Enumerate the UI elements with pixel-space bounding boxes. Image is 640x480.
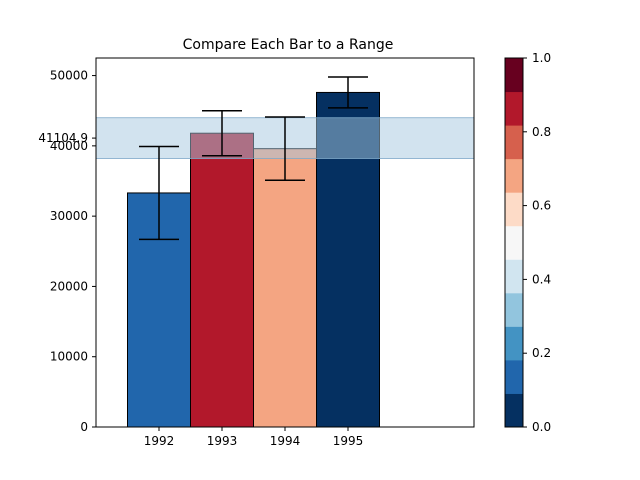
colorbar-tick-label: 0.2 xyxy=(532,346,551,360)
colorbar-tick-label: 1.0 xyxy=(532,51,551,65)
colorbar-segment xyxy=(505,91,523,126)
colorbar-segment xyxy=(505,58,523,93)
x-tick-label: 1992 xyxy=(144,434,175,448)
y-tick-label: 10000 xyxy=(50,350,88,364)
colorbar: 0.0 0.2 0.4 0.6 0.8 1.0 xyxy=(504,51,551,434)
error-bar-1994 xyxy=(265,116,305,182)
x-tick-label: 1993 xyxy=(207,434,238,448)
colorbar-segment xyxy=(505,393,523,428)
chart-title: Compare Each Bar to a Range xyxy=(183,37,394,53)
x-tick-label: 1994 xyxy=(270,434,301,448)
colorbar-segment xyxy=(505,125,523,160)
x-tick-label: 1995 xyxy=(333,434,364,448)
error-bar-1993 xyxy=(202,109,242,157)
colorbar-segment xyxy=(505,192,523,227)
colorbar-segment xyxy=(505,359,523,394)
error-bar-1995 xyxy=(328,76,368,109)
colorbar-segment xyxy=(505,292,523,327)
y-tick-label: 20000 xyxy=(50,279,88,293)
colorbar-tick-label: 0.0 xyxy=(532,420,551,434)
error-bar-1992 xyxy=(139,145,179,241)
colorbar-segment xyxy=(505,225,523,260)
colorbar-tick-label: 0.8 xyxy=(532,125,551,139)
plot-area: 0 10000 20000 30000 40000 50000 1992 1993 1994 19… xyxy=(38,57,475,448)
y-tick-label: 30000 xyxy=(50,209,88,223)
y-tick-label: 50000 xyxy=(50,69,88,83)
colorbar-segment xyxy=(505,259,523,294)
bar-1994 xyxy=(253,148,317,428)
y-tick-label: 40000 xyxy=(50,139,88,153)
colorbar-segment xyxy=(505,326,523,361)
bar-1993 xyxy=(190,132,254,428)
colorbar-segment xyxy=(505,158,523,193)
y-tick-label: 0 xyxy=(80,420,88,434)
colorbar-frame xyxy=(504,57,524,428)
range-value-label: 41104.9 xyxy=(38,131,88,145)
colorbar-tick-label: 0.6 xyxy=(532,199,551,213)
colorbar-tick-label: 0.4 xyxy=(532,272,551,286)
